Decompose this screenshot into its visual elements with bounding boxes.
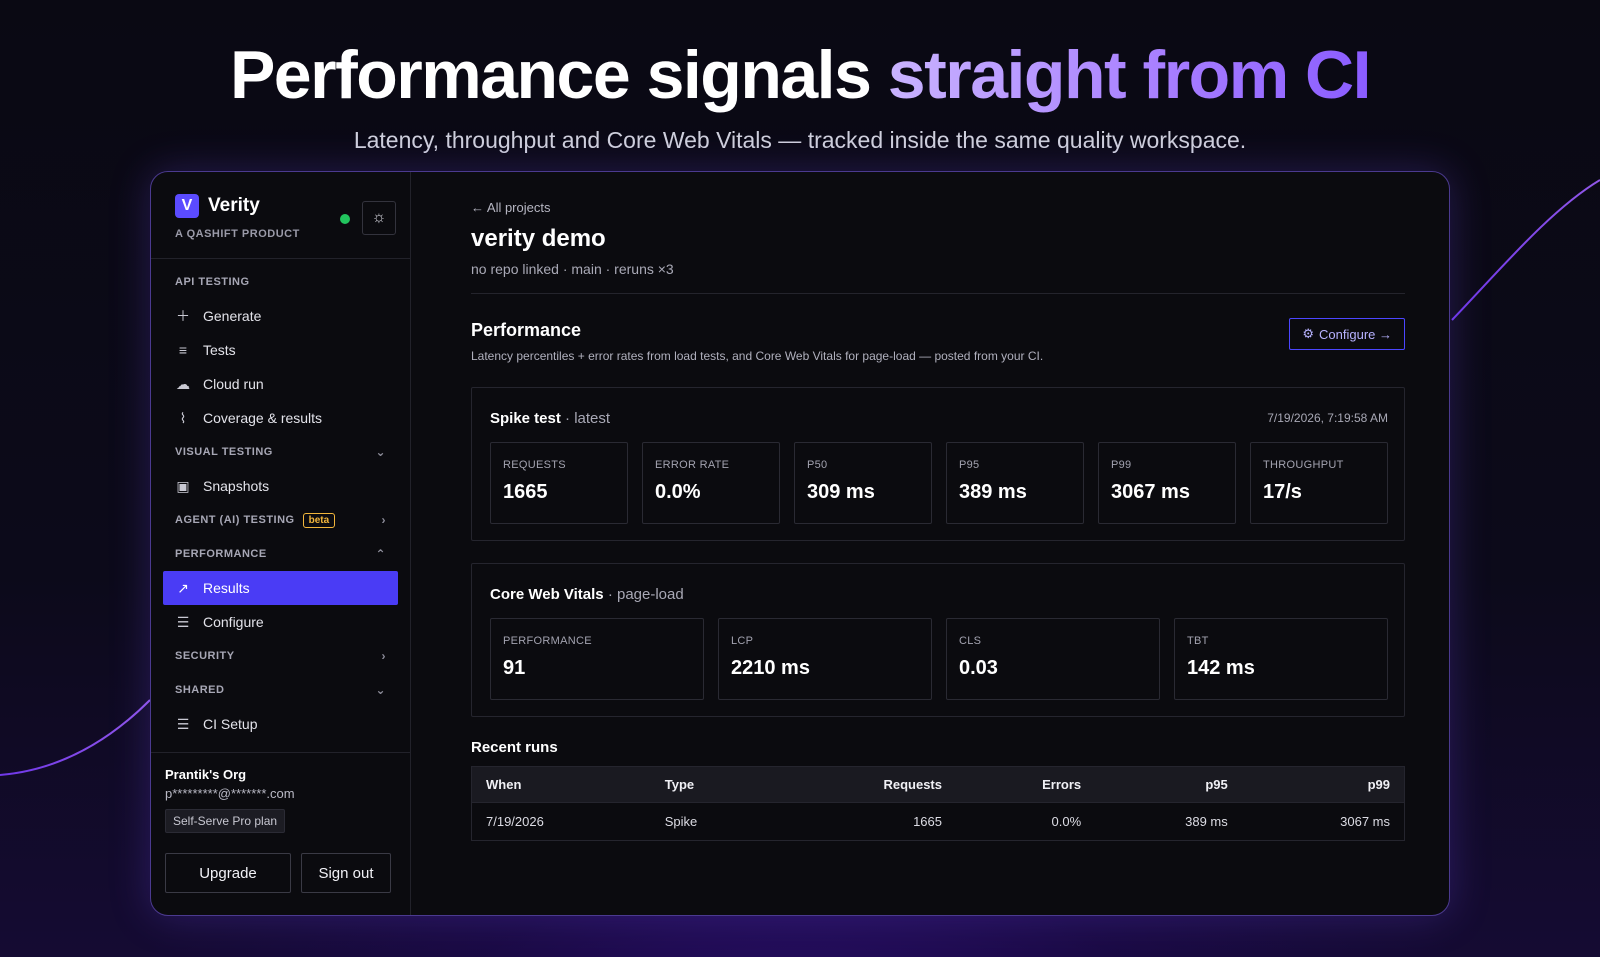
- status-dot-icon: [340, 214, 350, 224]
- hero: Performance signals straight from CI Lat…: [0, 38, 1600, 154]
- cloud-icon: ☁: [176, 375, 190, 392]
- cell-when: 7/19/2026: [471, 802, 651, 841]
- cell-p99: 3067 ms: [1241, 802, 1405, 841]
- section-visual-testing[interactable]: VISUAL TESTING ⌄: [175, 445, 386, 459]
- account-email: p*********@*******.com: [165, 786, 295, 801]
- plan-badge: Self-Serve Pro plan: [165, 809, 286, 833]
- configure-button[interactable]: ⚙ Configure →: [1289, 318, 1405, 350]
- cell-errors: 0.0%: [956, 802, 1096, 841]
- section-security[interactable]: SECURITY ›: [175, 649, 386, 663]
- table-row[interactable]: 7/19/2026 Spike 1665 0.0% 389 ms 3067 ms: [471, 802, 1405, 841]
- account-panel: Prantik's Org p*********@*******.com Sel…: [151, 752, 410, 915]
- section-api-testing: API TESTING: [175, 276, 250, 288]
- main-content: ← All projects verity demo no repo linke…: [411, 172, 1449, 915]
- project-title: verity demo: [471, 225, 606, 252]
- sidebar-item-cloud-run[interactable]: ☁ Cloud run: [176, 375, 264, 393]
- brand-tagline: A QASHIFT PRODUCT: [175, 228, 300, 240]
- column-p99: p99: [1241, 766, 1405, 803]
- core-web-vitals-card: Core Web Vitals · page-load PERFORMANCE 9…: [471, 563, 1405, 717]
- performance-title: Performance: [471, 320, 582, 340]
- column-type: Type: [650, 766, 777, 803]
- hero-title: Performance signals straight from CI: [229, 37, 1372, 113]
- sidebar: V Verity A QASHIFT PRODUCT ☼ API TESTING…: [151, 172, 411, 915]
- section-performance[interactable]: PERFORMANCE ⌃: [175, 547, 386, 561]
- trend-up-icon: ↗: [177, 579, 189, 596]
- theme-toggle-button[interactable]: ☼: [362, 201, 396, 235]
- sidebar-item-tests[interactable]: ≡ Tests: [163, 333, 398, 367]
- app-window: V Verity A QASHIFT PRODUCT ☼ API TESTING…: [150, 171, 1450, 916]
- all-projects-link[interactable]: ← All projects: [471, 200, 551, 215]
- sidebar-nav: API TESTING ＋ Generate ≡ Tests ☁ Cloud run …: [151, 259, 410, 741]
- chevron-down-icon: ⌄: [375, 683, 386, 697]
- cwv-title: Core Web Vitals · page-load: [490, 585, 684, 603]
- recent-runs-table: When Type Requests Errors p95 p99 7/19/2…: [471, 766, 1405, 841]
- divider: [471, 293, 1405, 294]
- metric-throughput: THROUGHPUT 17/s: [1250, 442, 1388, 524]
- beta-badge: beta: [302, 513, 336, 528]
- sign-out-button[interactable]: Sign out: [301, 853, 391, 893]
- section-shared[interactable]: SHARED ⌄: [175, 683, 386, 697]
- chevron-up-icon: ⌃: [375, 547, 386, 561]
- sun-icon: ☼: [371, 209, 387, 226]
- list-icon: ≡: [178, 342, 188, 358]
- hero-title-accent: straight from CI: [887, 37, 1372, 113]
- section-agent-testing[interactable]: AGENT (AI) TESTING beta ›: [175, 513, 386, 528]
- performance-description: Latency percentiles + error rates from l…: [471, 349, 1044, 363]
- metric-cls: CLS 0.03: [946, 618, 1160, 700]
- spike-test-card: Spike test · latest 7/19/2026, 7:19:58 A…: [471, 387, 1405, 541]
- chevron-down-icon: ⌄: [375, 445, 386, 459]
- table-header-row: When Type Requests Errors p95 p99: [471, 766, 1405, 803]
- spike-metrics: REQUESTS 1665 ERROR RATE 0.0% P50 309 ms P9…: [490, 442, 1388, 524]
- metric-requests: REQUESTS 1665: [490, 442, 628, 524]
- sliders-icon: ☰: [176, 613, 190, 630]
- metric-tbt: TBT 142 ms: [1174, 618, 1388, 700]
- gear-icon: ⚙: [1302, 326, 1315, 341]
- recent-runs-title: Recent runs: [471, 739, 558, 756]
- cell-p95: 389 ms: [1095, 802, 1242, 841]
- project-meta: no repo linked · main · reruns ×3: [471, 261, 674, 277]
- metric-p95: P95 389 ms: [946, 442, 1084, 524]
- chevron-right-icon: ›: [381, 513, 386, 527]
- spike-test-title: Spike test · latest: [490, 409, 611, 427]
- metric-lcp: LCP 2210 ms: [718, 618, 932, 700]
- cwv-metrics: PERFORMANCE 91 LCP 2210 ms CLS 0.03 TBT 142 …: [490, 618, 1388, 700]
- sidebar-item-snapshots[interactable]: ▣ Snapshots: [176, 477, 270, 495]
- metric-p99: P99 3067 ms: [1098, 442, 1236, 524]
- org-name: Prantik's Org: [165, 767, 247, 782]
- column-when: When: [471, 766, 651, 803]
- column-errors: Errors: [956, 766, 1096, 803]
- sidebar-item-results[interactable]: ↗ Results: [163, 571, 398, 605]
- sidebar-item-generate[interactable]: ＋ Generate: [176, 308, 262, 324]
- chevron-right-icon: ›: [381, 649, 386, 663]
- cell-type: Spike: [650, 802, 777, 841]
- sliders-icon: ☰: [176, 715, 190, 732]
- column-requests: Requests: [776, 766, 956, 803]
- spike-test-time: 7/19/2026, 7:19:58 AM: [1267, 411, 1388, 425]
- performance-header: Performance Latency percentiles + error …: [471, 318, 1405, 363]
- sidebar-item-coverage[interactable]: ⌇ Coverage & results: [163, 401, 398, 435]
- verity-logo-icon: V: [175, 194, 199, 218]
- cell-requests: 1665: [776, 802, 956, 841]
- metric-error-rate: ERROR RATE 0.0%: [642, 442, 780, 524]
- image-icon: ▣: [176, 477, 190, 494]
- pulse-icon: ⌇: [179, 409, 187, 426]
- plus-icon: ＋: [176, 308, 190, 324]
- sidebar-item-configure[interactable]: ☰ Configure: [176, 613, 264, 631]
- brand-header: V Verity A QASHIFT PRODUCT ☼: [151, 172, 410, 259]
- metric-performance: PERFORMANCE 91: [490, 618, 704, 700]
- sidebar-item-ci-setup[interactable]: ☰ CI Setup: [176, 715, 258, 733]
- column-p95: p95: [1095, 766, 1242, 803]
- brand-name: Verity: [208, 195, 260, 216]
- metric-p50: P50 309 ms: [794, 442, 932, 524]
- upgrade-button[interactable]: Upgrade: [165, 853, 291, 893]
- hero-subtitle: Latency, throughput and Core Web Vitals …: [353, 126, 1247, 153]
